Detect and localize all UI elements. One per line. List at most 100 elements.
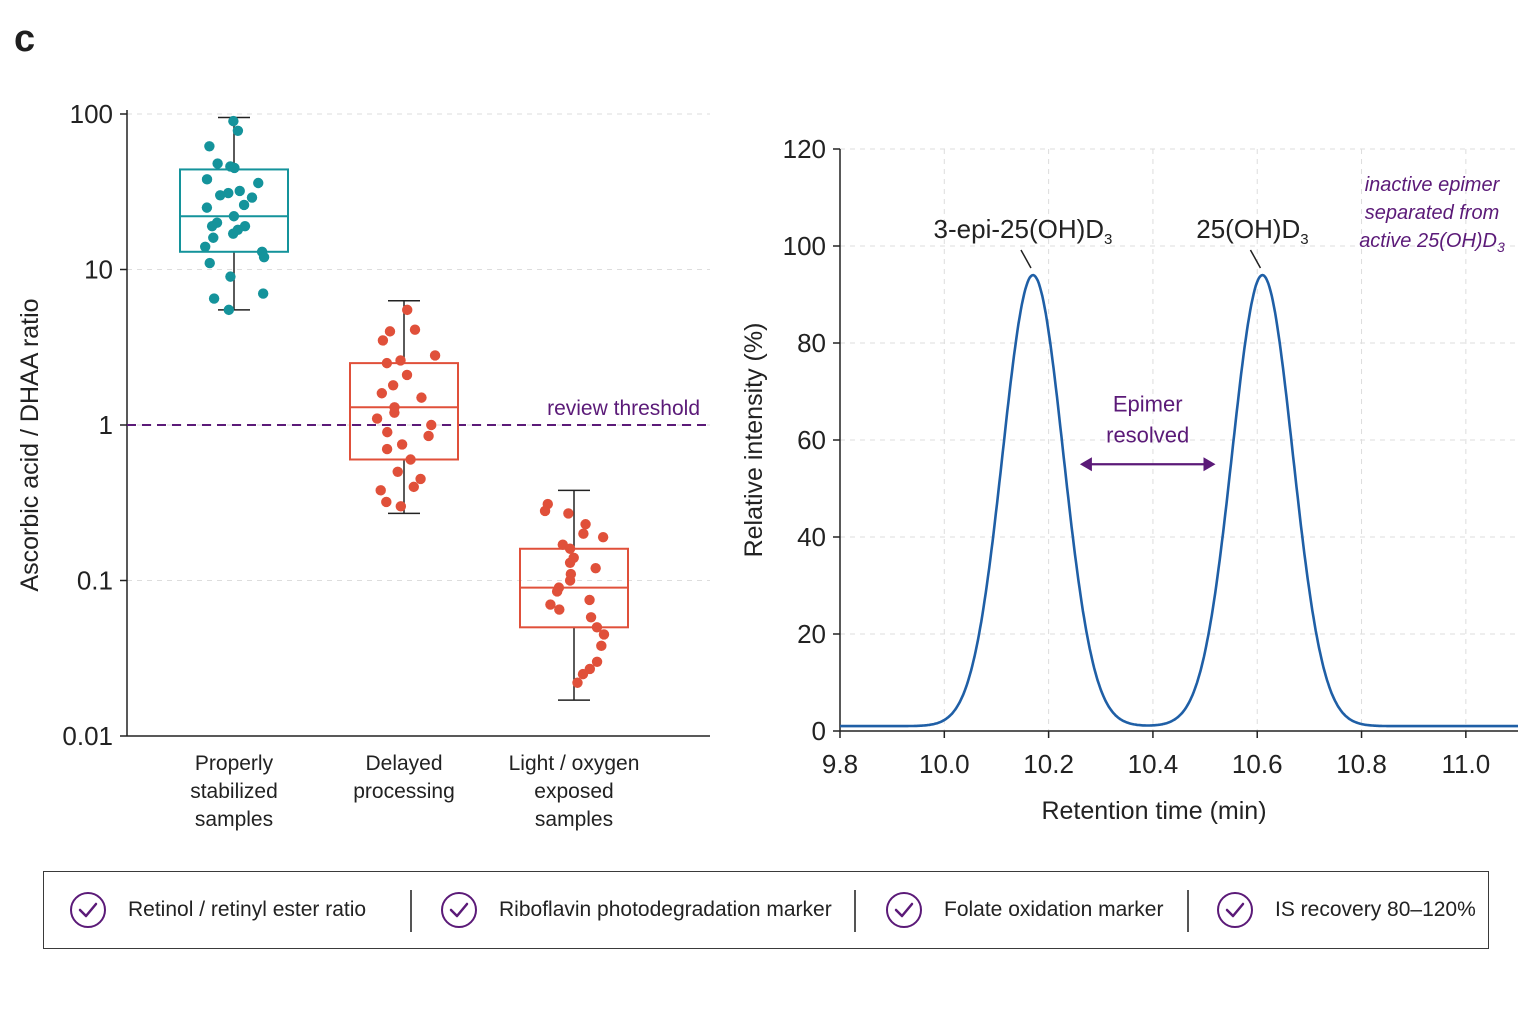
peak-leader-line (1249, 249, 1262, 269)
x-tick-label: 10.4 (1128, 749, 1179, 779)
data-point (381, 357, 393, 369)
data-point (389, 407, 400, 418)
x-tick-label: 10.0 (919, 749, 970, 779)
check-circle-icon (886, 892, 922, 928)
data-point (223, 187, 234, 199)
data-point (598, 629, 610, 640)
threshold-label: review threshold (547, 397, 700, 420)
data-point (545, 599, 556, 610)
legend-divider (854, 890, 856, 932)
data-point (539, 505, 551, 517)
y-tick-label: 10 (84, 255, 113, 285)
data-point (395, 355, 406, 366)
data-point (401, 369, 413, 381)
data-point (382, 426, 393, 438)
data-point (225, 271, 236, 282)
data-point (402, 304, 413, 316)
resolution-arrow: Epimer resolved (1079, 391, 1216, 472)
epimer-note: inactive epimer separated from active 25(O… (1359, 174, 1505, 255)
data-point (585, 612, 597, 623)
data-point (371, 413, 383, 424)
panel-letter: c (14, 18, 36, 60)
category-label: Properly (195, 752, 274, 775)
data-point (215, 190, 226, 201)
data-point (377, 335, 389, 346)
data-point (246, 192, 258, 203)
data-point (381, 496, 392, 508)
data-point (563, 508, 574, 519)
y-tick-label: 100 (70, 99, 113, 129)
data-point (253, 177, 264, 189)
note-line: inactive epimer (1365, 174, 1501, 196)
data-point (429, 350, 441, 361)
data-point (228, 115, 239, 127)
data-point (591, 656, 603, 668)
arrow-label: resolved (1106, 422, 1189, 447)
legend-item-folate: Folate oxidation marker (886, 872, 1163, 948)
qc-marker-legend: Retinol / retinyl ester ratio Riboflavin… (43, 871, 1489, 949)
data-point (596, 640, 607, 652)
arrow-label: Epimer (1113, 391, 1183, 416)
legend-item-retinol: Retinol / retinyl ester ratio (70, 872, 366, 948)
y-tick-label: 120 (783, 134, 826, 164)
data-point (258, 251, 270, 263)
peak-label-text: 25(OH)D3 (1196, 214, 1308, 248)
legend-item-is-recovery: IS recovery 80–120% (1217, 872, 1476, 948)
category-label: exposed (534, 780, 613, 803)
legend-label: Riboflavin photodegradation marker (499, 898, 832, 921)
data-point (384, 326, 396, 337)
data-point (564, 543, 576, 554)
data-point (580, 519, 591, 530)
peak-label: 3-epi-25(OH)D3 (934, 214, 1113, 269)
data-point (423, 430, 434, 442)
check-circle-icon (441, 892, 477, 928)
data-point (212, 158, 223, 169)
data-point (591, 622, 603, 633)
data-point (238, 199, 250, 211)
note-line: separated from (1365, 202, 1500, 224)
y-tick-label: 60 (797, 425, 826, 455)
category-label: samples (535, 808, 613, 831)
data-point (554, 604, 565, 615)
data-point (572, 677, 583, 688)
legend-label: IS recovery 80–120% (1275, 898, 1476, 921)
data-point (204, 141, 215, 152)
legend-label: Folate oxidation marker (944, 898, 1164, 921)
legend-divider (1187, 890, 1189, 932)
chromatogram-line (840, 273, 1518, 728)
y-tick-label: 80 (797, 328, 826, 358)
y-tick-label: 1 (99, 410, 113, 440)
data-point (234, 185, 245, 197)
box-group (519, 489, 629, 701)
data-point (208, 232, 219, 243)
peak-label: 25(OH)D3 (1196, 214, 1309, 269)
arrow-head-right (1203, 457, 1216, 472)
category-label: Delayed (365, 752, 442, 775)
check-circle-icon (70, 892, 106, 928)
data-point (405, 454, 416, 465)
data-point (415, 473, 426, 485)
data-point (201, 174, 213, 185)
x-tick-label: 10.2 (1023, 749, 1074, 779)
category-label: processing (353, 780, 455, 803)
data-point (551, 586, 563, 597)
data-point (200, 241, 211, 252)
peak-label-text: 3-epi-25(OH)D3 (934, 214, 1113, 248)
box (179, 168, 289, 253)
x-tick-label: 11.0 (1442, 749, 1491, 779)
arrow-head-left (1079, 457, 1092, 472)
data-point (408, 481, 419, 493)
data-point (584, 594, 595, 606)
note-line: active 25(OH)D3 (1359, 230, 1505, 255)
legend-divider (410, 890, 412, 932)
data-point (395, 501, 407, 512)
box-group (349, 299, 459, 515)
legend-item-riboflavin: Riboflavin photodegradation marker (441, 872, 832, 948)
data-point (564, 575, 576, 586)
peak-leader-line (1020, 249, 1032, 269)
data-point (409, 324, 421, 335)
y-axis-title: Ascorbic acid / DHAA ratio (16, 298, 44, 591)
legend-label: Retinol / retinyl ester ratio (128, 898, 367, 921)
check-circle-icon (1217, 892, 1253, 928)
data-point (206, 220, 218, 232)
